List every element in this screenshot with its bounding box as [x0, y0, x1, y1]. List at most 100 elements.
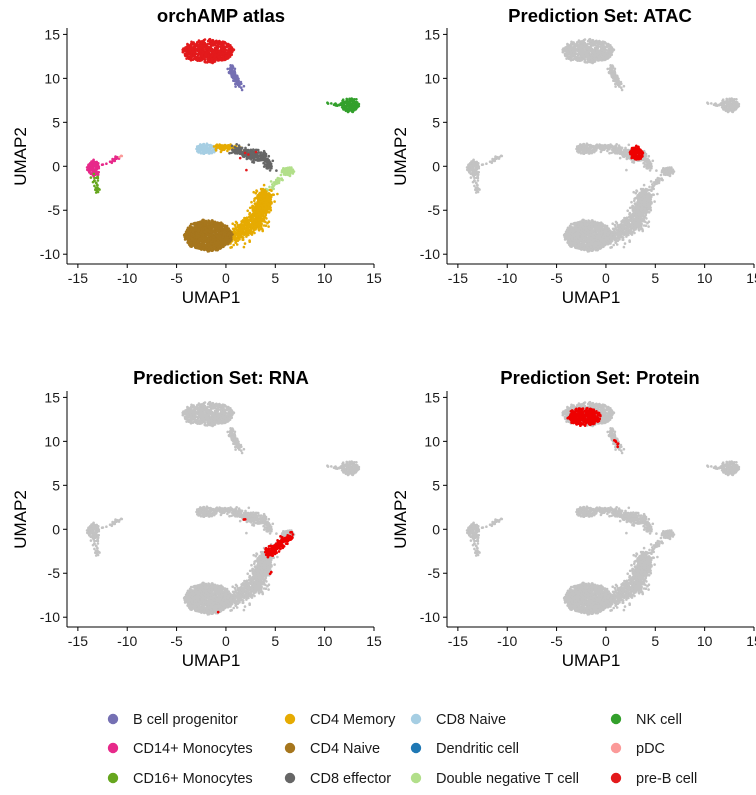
- data-point: [245, 168, 248, 172]
- data-point: [225, 224, 229, 228]
- data-point: [254, 213, 258, 216]
- data-point: [213, 43, 217, 47]
- data-point: [234, 85, 237, 88]
- data-point: [218, 57, 222, 60]
- data-point: [267, 225, 270, 228]
- data-point: [254, 222, 258, 226]
- data-point: [472, 167, 475, 171]
- x-tick-label: -5: [170, 270, 183, 286]
- data-point: [565, 57, 568, 60]
- data-point: [245, 235, 248, 238]
- data-point: [725, 101, 729, 104]
- data-point: [220, 47, 223, 51]
- data-point: [607, 56, 610, 60]
- panel-title: Prediction Set: ATAC: [508, 5, 692, 26]
- data-point: [212, 41, 215, 44]
- data-point: [257, 204, 261, 207]
- data-point: [195, 225, 199, 228]
- data-point: [563, 49, 567, 53]
- data-point: [248, 157, 251, 160]
- data-point: [194, 246, 198, 250]
- data-point: [224, 51, 228, 55]
- data-point: [573, 55, 577, 59]
- data-point: [290, 168, 294, 171]
- data-point: [203, 38, 207, 41]
- data-point: [245, 232, 249, 236]
- data-point: [352, 106, 356, 109]
- data-point: [595, 40, 599, 43]
- data-point: [196, 57, 200, 61]
- data-point: [468, 170, 471, 173]
- data-point: [476, 179, 480, 182]
- data-point: [607, 71, 611, 75]
- data-point: [268, 198, 271, 202]
- data-point: [350, 107, 354, 111]
- data-point: [96, 183, 99, 187]
- data-point: [235, 146, 239, 150]
- data-point: [120, 154, 124, 158]
- data-point: [217, 246, 220, 250]
- data-point: [205, 142, 209, 145]
- data-point: [202, 235, 205, 238]
- data-point: [251, 204, 254, 208]
- data-point: [229, 69, 232, 72]
- data-point: [261, 229, 265, 233]
- data-point: [240, 88, 244, 92]
- data-point: [198, 237, 202, 240]
- data-point: [258, 213, 262, 217]
- data-point: [263, 151, 267, 154]
- x-axis-label: UMAP1: [182, 288, 241, 307]
- data-point: [261, 207, 264, 210]
- data-point: [283, 172, 287, 175]
- data-point: [223, 45, 227, 49]
- data-point: [188, 241, 192, 245]
- data-point: [608, 51, 611, 55]
- data-point: [251, 215, 254, 219]
- data-point: [256, 215, 259, 219]
- data-point: [211, 238, 215, 241]
- data-point: [270, 195, 273, 199]
- data-point: [201, 152, 204, 155]
- data-point: [728, 102, 732, 106]
- data-point: [219, 42, 222, 45]
- data-point: [473, 163, 477, 167]
- data-point: [262, 219, 265, 223]
- data-point: [197, 44, 200, 47]
- data-point: [244, 146, 247, 150]
- data-point: [567, 43, 570, 47]
- data-point: [206, 61, 209, 64]
- data-point: [185, 232, 189, 236]
- x-tick-label: 10: [317, 270, 333, 286]
- data-point: [193, 55, 197, 59]
- x-tick-label: 5: [271, 270, 279, 286]
- data-point: [252, 220, 256, 224]
- data-point: [207, 38, 211, 41]
- data-point: [243, 242, 247, 245]
- data-point: [243, 151, 247, 155]
- data-point: [202, 246, 205, 250]
- data-point: [284, 170, 288, 173]
- data-point: [257, 221, 261, 224]
- data-point: [190, 43, 193, 47]
- data-point: [235, 228, 239, 232]
- data-point: [581, 152, 584, 155]
- data-point: [190, 237, 194, 241]
- data-point: [192, 50, 195, 54]
- data-point: [186, 235, 189, 238]
- data-point: [609, 69, 612, 72]
- data-point: [247, 227, 250, 231]
- data-point: [469, 172, 473, 175]
- data-point: [248, 239, 251, 242]
- data-point: [593, 43, 597, 47]
- data-point: [717, 103, 721, 107]
- x-tick-label: 15: [366, 270, 382, 286]
- data-point: [241, 219, 245, 222]
- y-tick-label: -5: [48, 202, 61, 218]
- data-point: [210, 249, 213, 252]
- data-point: [251, 212, 254, 216]
- data-point: [198, 220, 202, 224]
- data-point: [187, 43, 190, 47]
- data-point: [226, 233, 229, 237]
- data-point: [255, 206, 259, 209]
- data-point: [209, 144, 212, 147]
